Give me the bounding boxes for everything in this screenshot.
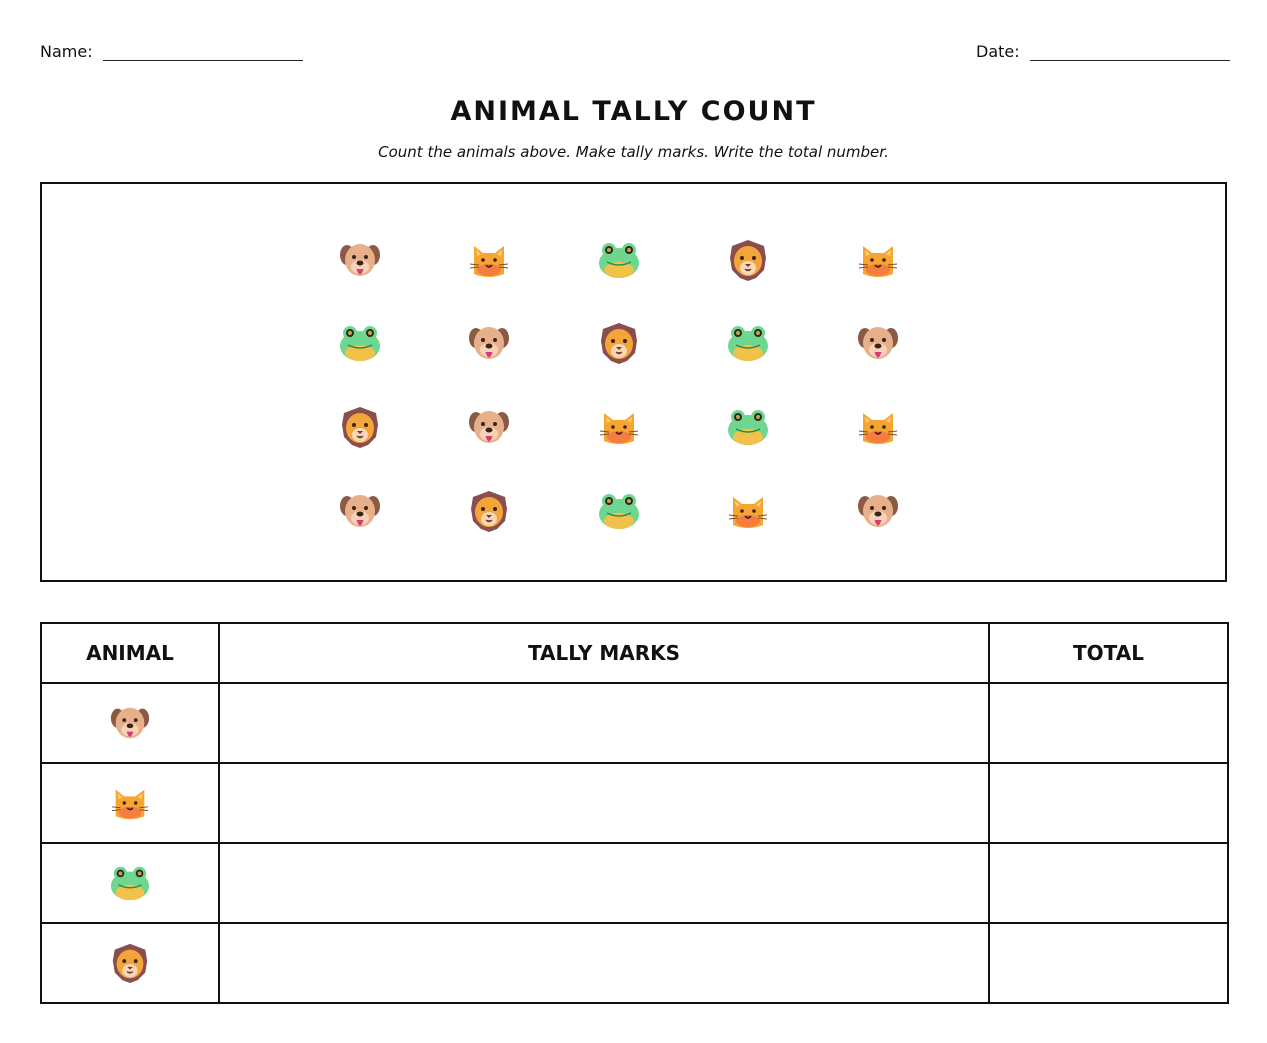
name-line[interactable] (102, 44, 303, 61)
cat-icon (467, 238, 511, 282)
header-tally-marks: TALLY MARKS (218, 622, 990, 684)
lion-icon (467, 489, 511, 533)
tally-marks-cell[interactable] (218, 762, 990, 844)
tally-marks-cell[interactable] (218, 922, 990, 1004)
date-label: Date: (976, 42, 1020, 61)
frog-icon (597, 238, 641, 282)
frog-icon (726, 321, 770, 365)
lion-icon (338, 405, 382, 449)
name-field[interactable]: Name: (40, 42, 303, 61)
name-label: Name: (40, 42, 93, 61)
frog-icon (726, 405, 770, 449)
tally-body (40, 682, 1229, 1004)
cat-icon (856, 238, 900, 282)
frog-icon (109, 866, 151, 901)
lion-icon (726, 238, 770, 282)
animal-cell (40, 762, 220, 844)
page-title: ANIMAL TALLY COUNT (450, 96, 817, 127)
header-animal: ANIMAL (40, 622, 220, 684)
dog-icon (338, 238, 382, 282)
cat-icon (726, 489, 770, 533)
cat-icon (109, 789, 151, 820)
dog-icon (109, 707, 151, 739)
animal-grid (42, 184, 1225, 580)
date-field[interactable]: Date: (976, 42, 1230, 61)
frog-icon (597, 489, 641, 533)
animal-cell (40, 922, 220, 1004)
table-row (40, 762, 1229, 844)
animal-cell (40, 842, 220, 924)
total-cell[interactable] (988, 842, 1229, 924)
dog-icon (856, 489, 900, 533)
tally-marks-cell[interactable] (218, 682, 990, 764)
dog-icon (467, 405, 511, 449)
table-row (40, 682, 1229, 764)
tally-marks-cell[interactable] (218, 842, 990, 924)
frog-icon (338, 321, 382, 365)
tally-table: ANIMAL TALLY MARKS TOTAL (40, 622, 1229, 1004)
header-total: TOTAL (988, 622, 1229, 684)
table-header-row: ANIMAL TALLY MARKS TOTAL (40, 622, 1229, 684)
cat-icon (856, 405, 900, 449)
total-cell[interactable] (988, 682, 1229, 764)
total-cell[interactable] (988, 762, 1229, 844)
lion-icon (109, 943, 151, 984)
date-line[interactable] (1029, 44, 1230, 61)
table-row (40, 842, 1229, 924)
animal-picture-box (40, 182, 1227, 582)
dog-icon (467, 321, 511, 365)
lion-icon (597, 321, 641, 365)
animal-cell (40, 682, 220, 764)
cat-icon (597, 405, 641, 449)
total-cell[interactable] (988, 922, 1229, 1004)
table-row (40, 922, 1229, 1004)
instructions: Count the animals above. Make tally mark… (378, 143, 889, 161)
dog-icon (856, 321, 900, 365)
dog-icon (338, 489, 382, 533)
